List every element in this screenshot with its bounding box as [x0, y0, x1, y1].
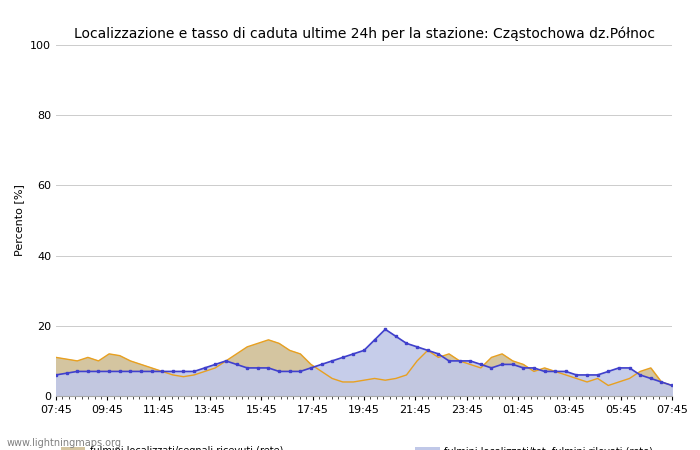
- Title: Localizzazione e tasso di caduta ultime 24h per la stazione: Cząstochowa dz.Półn: Localizzazione e tasso di caduta ultime …: [74, 27, 654, 41]
- Y-axis label: Percento [%]: Percento [%]: [15, 184, 24, 256]
- Legend: fulmini localizzati/segnali ricevuti (rete), fulmini localizzati/segnali ricevut: fulmini localizzati/segnali ricevuti (re…: [61, 446, 700, 450]
- Text: www.lightningmaps.org: www.lightningmaps.org: [7, 438, 122, 448]
